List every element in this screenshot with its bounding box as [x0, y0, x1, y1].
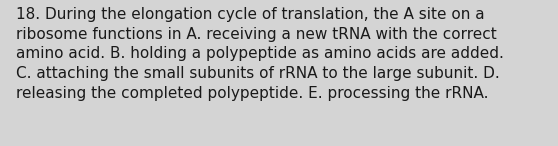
Text: 18. During the elongation cycle of translation, the A site on a
ribosome functio: 18. During the elongation cycle of trans…	[16, 7, 503, 101]
